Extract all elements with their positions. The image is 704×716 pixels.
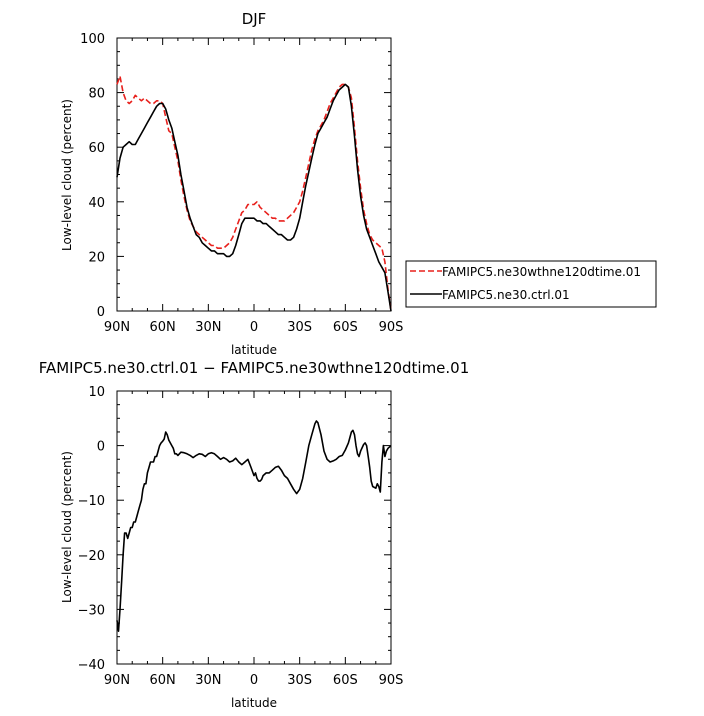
bottom-y-tick-label: −20 <box>78 549 105 564</box>
legend-label-series-2: FAMIPC5.ne30.ctrl.01 <box>442 288 570 302</box>
top-x-tick-label: 30N <box>195 320 221 335</box>
bottom-panel: FAMIPC5.ne30.ctrl.01 − FAMIPC5.ne30wthne… <box>39 359 470 710</box>
top-y-tick-label: 20 <box>88 250 105 265</box>
bottom-y-tick-label: −10 <box>78 494 105 509</box>
bottom-x-tick-label: 90S <box>379 673 404 688</box>
bottom-plot-frame <box>116 390 392 665</box>
top-x-tick-label: 90N <box>104 320 130 335</box>
top-series-group <box>116 75 392 312</box>
bottom-x-tick-label: 60S <box>333 673 358 688</box>
top-panel: DJF 90N 60N 30N 0 30S 60S 90S 0 20 40 60 80 100 lati… <box>60 10 657 357</box>
legend: FAMIPC5.ne30wthne120dtime.01 FAMIPC5.ne3… <box>405 260 657 308</box>
bottom-axes: 90N 60N 30N 0 30S 60S 90S −40 −30 −20 −10 0 10 <box>78 385 404 688</box>
top-series-line-2 <box>116 83 392 312</box>
top-x-tick-label: 60S <box>333 320 358 335</box>
top-axes: 90N 60N 30N 0 30S 60S 90S 0 20 40 60 80 100 <box>80 32 403 335</box>
bottom-y-axis-label: Low-level cloud (percent) <box>60 451 74 603</box>
bottom-y-tick-label: −30 <box>78 603 105 618</box>
legend-box <box>405 260 657 308</box>
top-y-tick-label: 60 <box>88 141 105 156</box>
top-series-line-1 <box>116 75 392 312</box>
bottom-panel-title: FAMIPC5.ne30.ctrl.01 − FAMIPC5.ne30wthne… <box>39 359 470 377</box>
bottom-series-group <box>116 420 392 632</box>
top-x-tick-label: 30S <box>287 320 312 335</box>
top-x-axis-label: latitude <box>231 343 277 357</box>
top-y-tick-label: 0 <box>97 305 105 320</box>
top-y-tick-label: 40 <box>88 196 105 211</box>
top-y-tick-label: 100 <box>80 32 105 47</box>
top-panel-title: DJF <box>242 10 267 28</box>
bottom-x-tick-label: 30N <box>195 673 221 688</box>
legend-label-series-1: FAMIPC5.ne30wthne120dtime.01 <box>442 265 641 279</box>
bottom-x-tick-label: 90N <box>104 673 130 688</box>
top-x-tick-label: 60N <box>150 320 176 335</box>
bottom-x-tick-label: 60N <box>150 673 176 688</box>
bottom-y-tick-label: 0 <box>97 440 105 455</box>
bottom-series-line-1 <box>116 420 392 632</box>
bottom-y-tick-label: −40 <box>78 658 105 673</box>
top-x-tick-label: 0 <box>250 320 258 335</box>
top-y-axis-label: Low-level cloud (percent) <box>60 99 74 251</box>
top-plot-frame <box>116 37 392 312</box>
top-x-tick-label: 90S <box>379 320 404 335</box>
bottom-x-axis-label: latitude <box>231 696 277 710</box>
bottom-x-tick-label: 30S <box>287 673 312 688</box>
bottom-y-tick-label: 10 <box>88 385 105 400</box>
top-y-tick-label: 80 <box>88 87 105 102</box>
bottom-x-tick-label: 0 <box>250 673 258 688</box>
